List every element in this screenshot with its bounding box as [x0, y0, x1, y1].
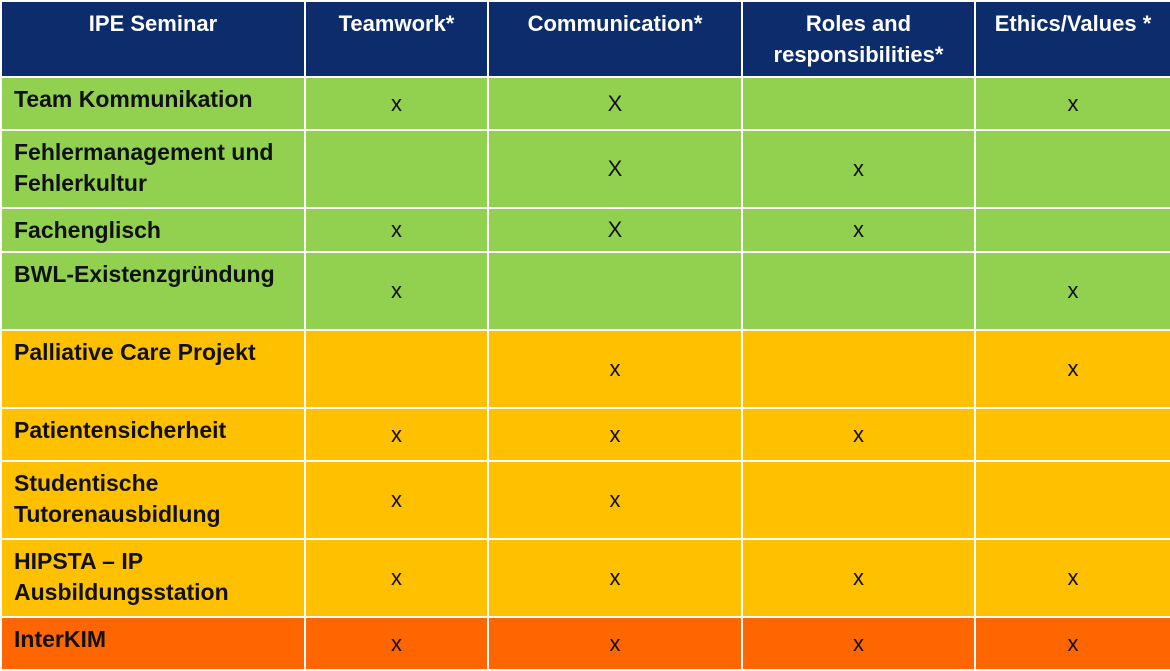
communication-mark: x	[487, 538, 743, 618]
table-header-row: IPE Seminar Teamwork* Communication* Rol…	[0, 0, 1170, 78]
seminar-name: BWL-Existenzgründung	[0, 251, 306, 331]
ethics-mark: x	[974, 329, 1170, 409]
ethics-mark: x	[974, 76, 1170, 131]
seminar-name: Studentische Tutorenausbidlung	[0, 460, 306, 540]
teamwork-mark: x	[304, 538, 489, 618]
roles-mark	[741, 251, 976, 331]
header-ethics-values: Ethics/Values *	[974, 0, 1170, 78]
roles-mark: x	[741, 616, 976, 671]
communication-mark: X	[487, 129, 743, 209]
communication-mark: x	[487, 616, 743, 671]
table-row: Studentische Tutorenausbidlung x x	[0, 460, 1170, 540]
roles-mark	[741, 76, 976, 131]
seminar-name: InterKIM	[0, 616, 306, 671]
table-row: Fehlermanagement und Fehlerkultur X x	[0, 129, 1170, 209]
communication-mark: x	[487, 460, 743, 540]
ethics-mark	[974, 407, 1170, 462]
seminar-name: Fachenglisch	[0, 207, 306, 253]
table-row: Palliative Care Projekt x x	[0, 329, 1170, 409]
table-row: Patientensicherheit x x x	[0, 407, 1170, 462]
header-roles-responsibilities: Roles and responsibilities*	[741, 0, 976, 78]
roles-mark: x	[741, 129, 976, 209]
communication-mark: x	[487, 329, 743, 409]
ethics-mark: x	[974, 251, 1170, 331]
roles-mark: x	[741, 407, 976, 462]
table-row: Team Kommunikation x X x	[0, 76, 1170, 131]
roles-mark: x	[741, 538, 976, 618]
seminar-name: Fehlermanagement und Fehlerkultur	[0, 129, 306, 209]
seminar-name: Team Kommunikation	[0, 76, 306, 131]
teamwork-mark: x	[304, 460, 489, 540]
table-row: BWL-Existenzgründung x x	[0, 251, 1170, 331]
teamwork-mark: x	[304, 616, 489, 671]
communication-mark	[487, 251, 743, 331]
table-row: InterKIM x x x x	[0, 616, 1170, 671]
teamwork-mark: x	[304, 407, 489, 462]
communication-mark: X	[487, 76, 743, 131]
roles-mark: x	[741, 207, 976, 253]
seminar-name: HIPSTA – IP Ausbildungsstation	[0, 538, 306, 618]
header-communication: Communication*	[487, 0, 743, 78]
table-row: Fachenglisch x X x	[0, 207, 1170, 253]
teamwork-mark: x	[304, 251, 489, 331]
ethics-mark	[974, 129, 1170, 209]
teamwork-mark: x	[304, 76, 489, 131]
communication-mark: x	[487, 407, 743, 462]
header-teamwork: Teamwork*	[304, 0, 489, 78]
teamwork-mark	[304, 129, 489, 209]
ethics-mark: x	[974, 616, 1170, 671]
seminar-name: Patientensicherheit	[0, 407, 306, 462]
table-row: HIPSTA – IP Ausbildungsstation x x x x	[0, 538, 1170, 618]
header-ipe-seminar: IPE Seminar	[0, 0, 306, 78]
roles-mark	[741, 329, 976, 409]
teamwork-mark: x	[304, 207, 489, 253]
ethics-mark	[974, 207, 1170, 253]
roles-mark	[741, 460, 976, 540]
ethics-mark	[974, 460, 1170, 540]
ethics-mark: x	[974, 538, 1170, 618]
seminar-name: Palliative Care Projekt	[0, 329, 306, 409]
teamwork-mark	[304, 329, 489, 409]
communication-mark: X	[487, 207, 743, 253]
